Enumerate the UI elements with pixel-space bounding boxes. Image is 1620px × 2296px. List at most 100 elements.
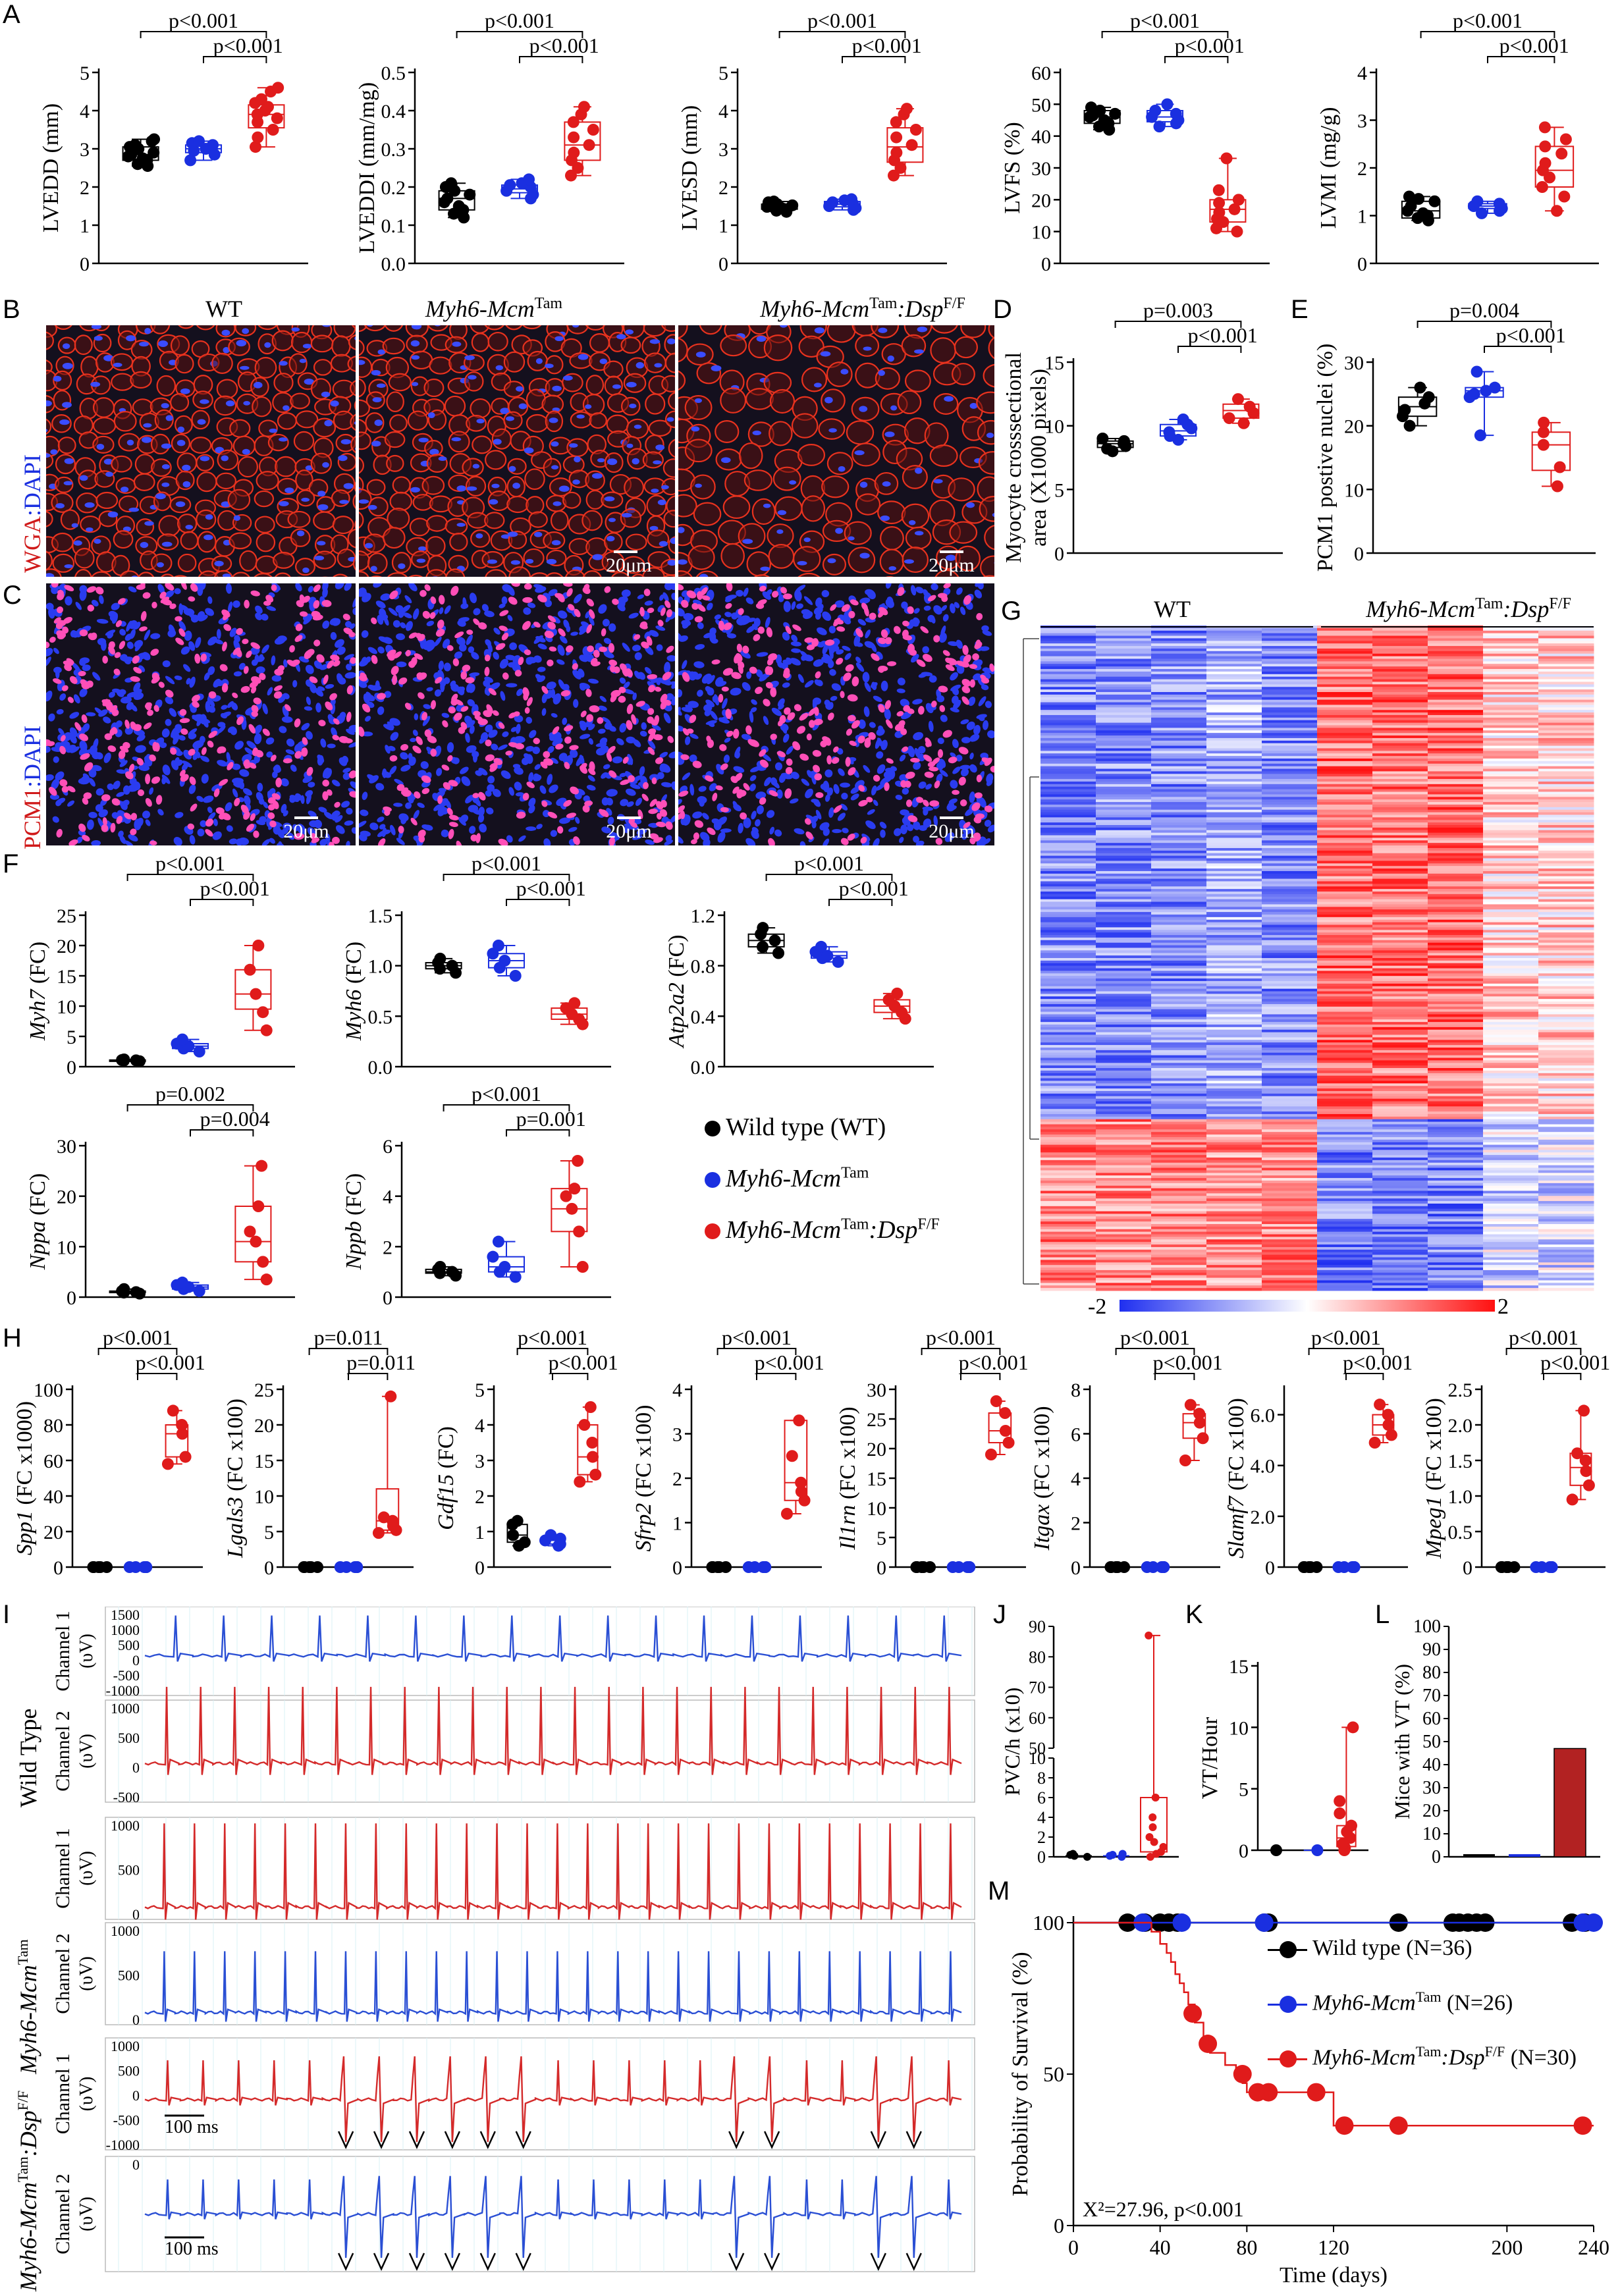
nucleus	[161, 541, 173, 547]
pcm1-nucleus	[984, 805, 993, 813]
data-point	[1118, 435, 1130, 447]
pcm1-nucleus	[792, 624, 801, 631]
cell-membrane	[445, 568, 466, 577]
nucleus	[942, 614, 949, 622]
cell-membrane	[332, 516, 354, 535]
nucleus	[335, 639, 344, 648]
nucleus	[796, 603, 803, 609]
nucleus	[429, 448, 439, 456]
pcm1-nucleus	[643, 782, 649, 789]
heatmap-cell	[1538, 669, 1594, 672]
nucleus	[663, 712, 671, 724]
cell-membrane	[409, 518, 430, 537]
cell-membrane	[934, 569, 959, 577]
pcm1-nucleus	[215, 807, 225, 814]
cell-membrane	[767, 523, 794, 548]
nucleus	[469, 725, 475, 734]
y-axis-label: LVEDDI (mm/mg)	[355, 82, 379, 254]
nucleus	[361, 656, 367, 666]
nucleus	[283, 810, 288, 816]
heatmap-cell	[1206, 702, 1262, 705]
pcm1-nucleus	[526, 697, 533, 707]
heatmap-cell	[1262, 656, 1318, 659]
pcm1-nucleus	[591, 661, 601, 667]
heatmap-cell	[1428, 722, 1484, 726]
heatmap-cell	[1317, 705, 1373, 708]
pcm1-nucleus	[831, 757, 840, 764]
nucleus	[549, 784, 558, 793]
heatmap-cell	[1206, 710, 1262, 713]
nucleus	[803, 596, 813, 605]
pcm1-nucleus	[563, 583, 573, 587]
heatmap-cell	[1040, 699, 1096, 703]
cell-membrane	[267, 433, 289, 452]
pcm1-nucleus	[486, 704, 493, 714]
heatmap-g	[1023, 626, 1594, 1291]
pcm1-nucleus	[470, 834, 478, 841]
heatmap-cell	[1483, 717, 1539, 721]
nucleus	[966, 721, 975, 730]
nucleus	[238, 662, 246, 670]
nucleus	[46, 573, 55, 577]
nucleus	[890, 405, 898, 411]
nucleus	[140, 542, 149, 548]
nucleus	[188, 784, 196, 794]
heatmap-cell	[1040, 707, 1096, 710]
pcm1-nucleus	[622, 667, 629, 677]
nucleus	[840, 369, 849, 375]
cell-membrane	[983, 363, 994, 388]
nucleus	[159, 742, 167, 749]
data-point	[1197, 1432, 1209, 1445]
nucleus	[668, 583, 675, 591]
pcm1-nucleus	[412, 745, 421, 754]
y-tick-label: 80	[1422, 1663, 1441, 1683]
cell-membrane	[661, 325, 675, 333]
pcm1-nucleus	[826, 755, 832, 764]
heatmap-cell	[1538, 684, 1594, 687]
cell-membrane	[485, 569, 507, 577]
nucleus	[174, 588, 181, 595]
y-tick-label: 0.4	[691, 1006, 716, 1028]
nucleus	[223, 346, 230, 354]
data-point	[1347, 1721, 1359, 1734]
nucleus	[969, 753, 974, 760]
pcm1-nucleus	[248, 724, 256, 734]
pcm1-nucleus	[869, 612, 877, 620]
pcm1-nucleus	[259, 672, 266, 680]
nucleus	[466, 486, 477, 491]
pcm1-nucleus	[942, 730, 952, 738]
cell-membrane	[977, 419, 994, 445]
cell-membrane	[529, 572, 549, 577]
heatmap-cell	[1040, 653, 1096, 657]
heatmap-cell	[1096, 681, 1152, 685]
nucleus	[913, 617, 920, 625]
cell-membrane	[978, 451, 994, 475]
pcm1-nucleus	[886, 661, 897, 666]
nucleus	[634, 670, 641, 680]
nucleus	[348, 741, 356, 748]
nucleus	[59, 419, 70, 425]
pcm1-nucleus	[250, 685, 257, 694]
nucleus	[405, 621, 413, 631]
nucleus	[695, 351, 706, 358]
heatmap-cell	[1151, 725, 1207, 728]
pcm1-nucleus	[824, 639, 835, 646]
pcm1-nucleus	[554, 593, 564, 599]
nucleus	[770, 777, 778, 786]
y-tick-label: 2.0	[1448, 1415, 1473, 1437]
pcm1-nucleus	[815, 671, 821, 679]
heatmap-cell	[1040, 646, 1096, 649]
pcm1-nucleus	[243, 811, 250, 820]
heatmap-cell	[1151, 633, 1207, 637]
nucleus	[691, 426, 700, 432]
pcm1-nucleus	[848, 610, 855, 618]
nucleus	[960, 719, 969, 725]
heatmap-cell	[1206, 679, 1262, 682]
nucleus	[79, 585, 88, 593]
heatmap-cell	[1040, 671, 1096, 675]
heatmap-cell	[1483, 699, 1539, 703]
heatmap-cell	[1538, 648, 1594, 652]
nucleus	[776, 789, 783, 799]
